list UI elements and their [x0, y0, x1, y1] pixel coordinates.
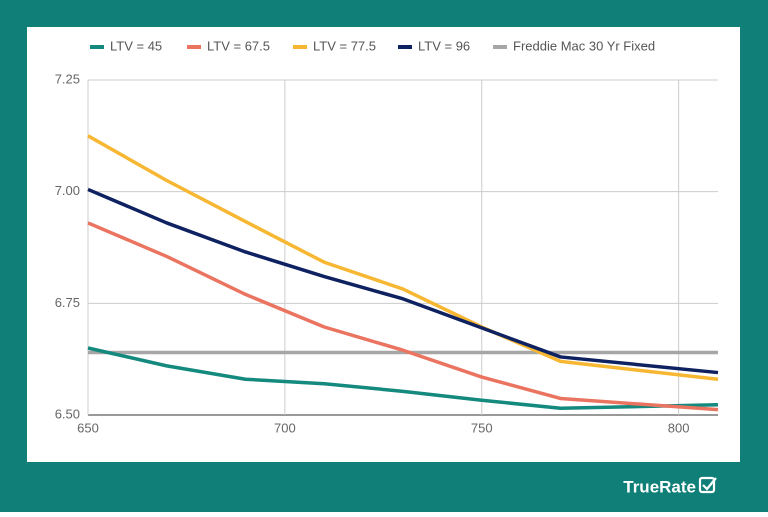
x-tick-label: 650 [77, 420, 99, 435]
y-tick-label: 7.25 [55, 71, 80, 86]
legend-label: Freddie Mac 30 Yr Fixed [513, 38, 655, 53]
series-line [87, 221, 719, 412]
x-tick-label: 700 [274, 420, 296, 435]
x-tick-label: 750 [471, 420, 493, 435]
x-tick-label: 800 [668, 420, 690, 435]
legend-label: LTV = 77.5 [313, 38, 376, 53]
panel [27, 27, 740, 462]
y-tick-label: 6.75 [55, 295, 80, 310]
brand-icon [698, 476, 717, 494]
legend-label: LTV = 67.5 [207, 38, 270, 53]
legend-label: LTV = 45 [110, 38, 162, 53]
plot: 6.50 6.75 7.00 7.25 650 700 750 800 LTV = 45 LTV … [55, 38, 719, 435]
series-line [87, 346, 719, 411]
brand-logo: TrueRate [623, 477, 696, 496]
series-line [87, 187, 719, 375]
y-tick-label: 7.00 [55, 183, 80, 198]
y-tick-label: 6.50 [55, 406, 80, 421]
series-line [87, 134, 719, 382]
legend-label: LTV = 96 [418, 38, 470, 53]
